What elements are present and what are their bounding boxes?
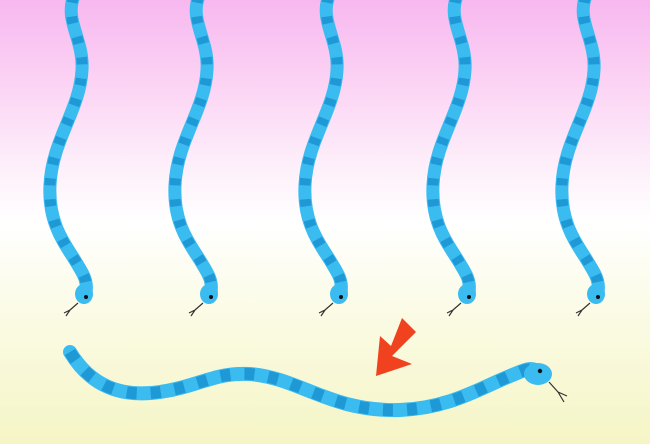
snake-tongue xyxy=(548,381,568,403)
hanging-snake xyxy=(555,0,605,317)
snake-body xyxy=(426,0,476,299)
snake-head xyxy=(524,363,552,385)
snake-body xyxy=(43,0,93,299)
snake-body xyxy=(63,345,545,418)
arrow-shape xyxy=(376,318,416,376)
snake-head xyxy=(330,284,348,304)
snake-eye xyxy=(209,295,213,299)
snake-eye xyxy=(537,368,543,374)
snake-tongue xyxy=(188,302,204,317)
hanging-snake xyxy=(298,0,348,317)
arrow-down-left-icon xyxy=(376,318,416,376)
hanging-snake xyxy=(43,0,93,317)
snake-tongue xyxy=(318,302,334,317)
snake-eye xyxy=(467,295,471,299)
hanging-snake xyxy=(168,0,218,317)
snake-body xyxy=(168,0,218,299)
hanging-snakes xyxy=(43,0,605,317)
snake-body xyxy=(298,0,348,299)
hanging-snake xyxy=(426,0,476,317)
snake-body xyxy=(555,0,605,299)
snake-tongue xyxy=(63,302,79,317)
snake-eye xyxy=(84,295,88,299)
snake-eye xyxy=(339,295,343,299)
snake-head xyxy=(75,284,93,304)
snake-head xyxy=(200,284,218,304)
snake-head xyxy=(587,284,605,304)
crawling-snake[interactable] xyxy=(63,345,568,418)
snake-tongue xyxy=(575,302,591,317)
snake-tongue xyxy=(446,302,462,317)
snake-head xyxy=(458,284,476,304)
snake-eye xyxy=(596,295,600,299)
